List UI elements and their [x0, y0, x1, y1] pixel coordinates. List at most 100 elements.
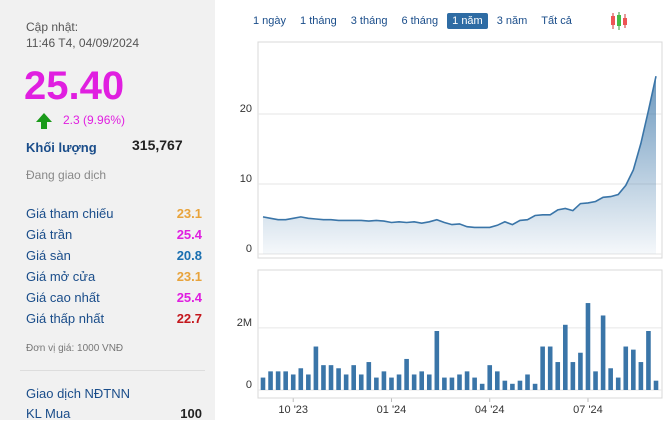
volume-bar: [623, 346, 629, 390]
volume-bar: [479, 383, 485, 390]
volume-bar: [411, 374, 417, 390]
volume-bar: [434, 331, 440, 390]
volume-bar: [615, 377, 621, 390]
volume-bar: [358, 374, 364, 390]
range-button[interactable]: 6 tháng: [401, 15, 439, 27]
volume-bar: [517, 380, 523, 390]
foreign-label: KL Mua: [26, 406, 71, 421]
plot-frame: [257, 41, 663, 259]
volume-bar: [555, 362, 561, 390]
volume-bar: [260, 377, 266, 390]
volume-bar: [404, 358, 409, 390]
range-button[interactable]: Tất cả: [541, 15, 572, 27]
volume-value: 315,767: [132, 137, 183, 153]
volume-bar: [494, 371, 500, 390]
volume-bar: [638, 362, 644, 390]
volume-bar: [426, 374, 432, 390]
up-arrow: [36, 113, 52, 129]
volume-bar: [646, 331, 651, 390]
volume-bar: [593, 371, 598, 390]
foreign-value: 100: [180, 406, 202, 421]
price-line: [262, 76, 657, 229]
volume-bar: [547, 346, 553, 390]
price-change: 2.3 (9.96%): [63, 113, 126, 127]
y-tick-label: 2M: [237, 317, 252, 329]
volume-bar: [374, 377, 379, 390]
y-tick-label: 20: [240, 103, 252, 115]
area-fill: [263, 76, 656, 254]
x-tick-label: 10 '23: [278, 404, 308, 416]
volume-bar: [351, 365, 356, 390]
stat-value: 22.7: [176, 311, 202, 326]
volume-bar: [313, 346, 319, 390]
volume-bar: [472, 377, 477, 390]
stat-label: Giá trần: [26, 227, 73, 242]
volume-bar: [525, 374, 530, 390]
stat-value: 23.1: [176, 269, 202, 284]
volume-bar: [321, 365, 326, 390]
volume-bar: [306, 374, 311, 390]
volume-bar: [283, 371, 288, 390]
volume-bar: [275, 371, 281, 390]
y-tick-label: 0: [246, 243, 252, 255]
volume-bar: [570, 362, 576, 390]
foreign-title: Giao dịch NĐTNN: [26, 386, 131, 401]
volume-bar: [487, 365, 493, 390]
range-button[interactable]: 1 tháng: [300, 15, 337, 27]
stat-value: 23.1: [176, 206, 202, 221]
price: 25.40: [24, 64, 125, 108]
stat-value: 25.4: [176, 290, 202, 305]
volume-bar: [631, 349, 636, 390]
stat-label: Giá sàn: [26, 248, 71, 263]
stat-row: Giá sàn 20.8: [26, 248, 202, 268]
volume-bar: [290, 374, 296, 390]
range-selector: 1 ngày 1 tháng 3 tháng 6 tháng 1 năm 3 năm Tất…: [248, 13, 581, 29]
volume-bar: [585, 303, 591, 390]
range-button[interactable]: 3 tháng: [350, 15, 388, 27]
stat-row: Giá thấp nhất 22.7: [26, 311, 202, 331]
x-tick-label: 07 '24: [573, 404, 603, 416]
volume-bar: [540, 346, 545, 390]
volume-bar: [608, 368, 613, 390]
y-tick-label: 10: [240, 173, 252, 185]
volume-bar: [328, 365, 334, 390]
volume-bar: [419, 371, 425, 390]
volume-bar: [510, 383, 515, 390]
volume-bar: [563, 324, 568, 390]
updated-label: Cập nhật:: [26, 20, 79, 34]
volume-bar: [532, 383, 538, 390]
stat-row: Giá tham chiếu 23.1: [26, 206, 202, 226]
status: Đang giao dịch: [26, 168, 107, 182]
volume-bar: [336, 368, 341, 390]
volume-bar: [502, 380, 508, 390]
volume-bar: [457, 374, 462, 390]
volume-bar: [343, 374, 349, 390]
range-button[interactable]: 1 ngày: [253, 15, 287, 27]
stat-label: Giá cao nhất: [26, 290, 100, 305]
volume-bar: [442, 377, 447, 390]
range-button[interactable]: 1 năm: [447, 13, 488, 29]
plot-frame: [257, 269, 663, 399]
volume-bar: [298, 368, 304, 390]
candle-icon[interactable]: [608, 10, 630, 32]
volume-bar: [653, 380, 659, 390]
stat-label: Giá thấp nhất: [26, 311, 105, 326]
stat-row: Giá mở cửa 23.1: [26, 269, 202, 289]
volume-bar: [396, 374, 402, 390]
volume-bar: [600, 315, 606, 390]
stat-row: Giá cao nhất 25.4: [26, 290, 202, 310]
x-tick-label: 01 '24: [377, 404, 407, 416]
volume-bar: [381, 371, 387, 390]
volume-bar: [366, 362, 372, 390]
stat-row: Giá trần 25.4: [26, 227, 202, 247]
y-tick-label: 0: [246, 379, 252, 391]
volume-bar: [389, 377, 394, 390]
volume-bar: [578, 352, 583, 390]
updated-time: 11:46 T4, 04/09/2024: [26, 36, 139, 50]
stat-label: Giá tham chiếu: [26, 206, 114, 221]
stat-value: 20.8: [176, 248, 202, 263]
x-tick-label: 04 '24: [475, 404, 505, 416]
volume-label: Khối lượng: [26, 140, 97, 155]
range-button[interactable]: 3 năm: [496, 15, 528, 27]
